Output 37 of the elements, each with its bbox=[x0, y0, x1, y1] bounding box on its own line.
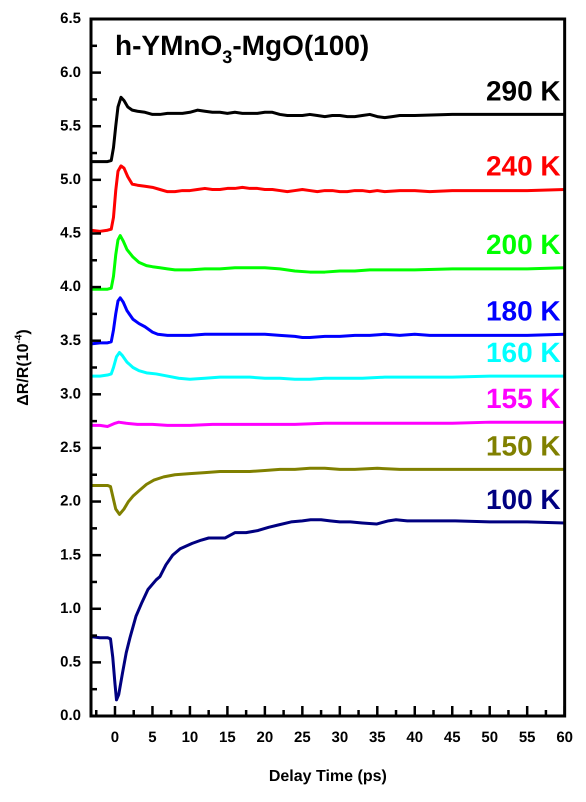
y-tick-label: 0.0 bbox=[60, 707, 81, 724]
x-tick-label: 50 bbox=[481, 729, 498, 746]
x-tick-label: 55 bbox=[518, 729, 536, 746]
series-label: 240 K bbox=[486, 150, 561, 182]
y-tick-label: 5.0 bbox=[60, 170, 81, 188]
x-axis-title: Delay Time (ps) bbox=[268, 768, 387, 785]
series-label: 155 K bbox=[486, 383, 561, 414]
series-label: 180 K bbox=[486, 295, 561, 326]
x-tick-label: 60 bbox=[556, 729, 573, 746]
x-tick-label: 30 bbox=[331, 729, 348, 746]
x-tick-label: 20 bbox=[256, 729, 274, 746]
x-tick-label: 5 bbox=[148, 729, 157, 746]
y-tick-label: 0.5 bbox=[60, 654, 81, 671]
x-tick-label: 0 bbox=[110, 729, 120, 746]
series-label: 100 K bbox=[486, 484, 561, 515]
y-tick-label: 1.5 bbox=[60, 546, 81, 564]
series-label: 290 K bbox=[486, 75, 561, 106]
x-tick-label: 15 bbox=[219, 729, 236, 746]
y-tick-label: 4.5 bbox=[60, 224, 81, 242]
y-tick-label: 3.0 bbox=[60, 385, 81, 402]
y-tick-label: 6.0 bbox=[60, 64, 81, 81]
y-axis-title: ΔR/R(10-4) bbox=[13, 329, 32, 406]
series-label: 160 K bbox=[486, 337, 561, 368]
y-tick-label: 6.5 bbox=[60, 10, 81, 28]
y-tick-label: 3.5 bbox=[60, 332, 81, 349]
y-tick-label: 4.0 bbox=[60, 278, 81, 296]
series-label: 150 K bbox=[486, 430, 561, 462]
y-tick-label: 2.0 bbox=[60, 492, 81, 510]
x-tick-label: 40 bbox=[406, 729, 424, 746]
x-tick-label: 35 bbox=[368, 729, 386, 746]
y-tick-label: 1.0 bbox=[60, 600, 81, 617]
y-tick-label: 5.5 bbox=[60, 117, 81, 134]
y-tick-label: 2.5 bbox=[60, 439, 81, 456]
x-tick-label: 45 bbox=[444, 729, 461, 746]
series-label: 200 K bbox=[486, 228, 561, 260]
x-tick-label: 10 bbox=[182, 729, 198, 746]
x-tick-label: 25 bbox=[294, 729, 311, 746]
